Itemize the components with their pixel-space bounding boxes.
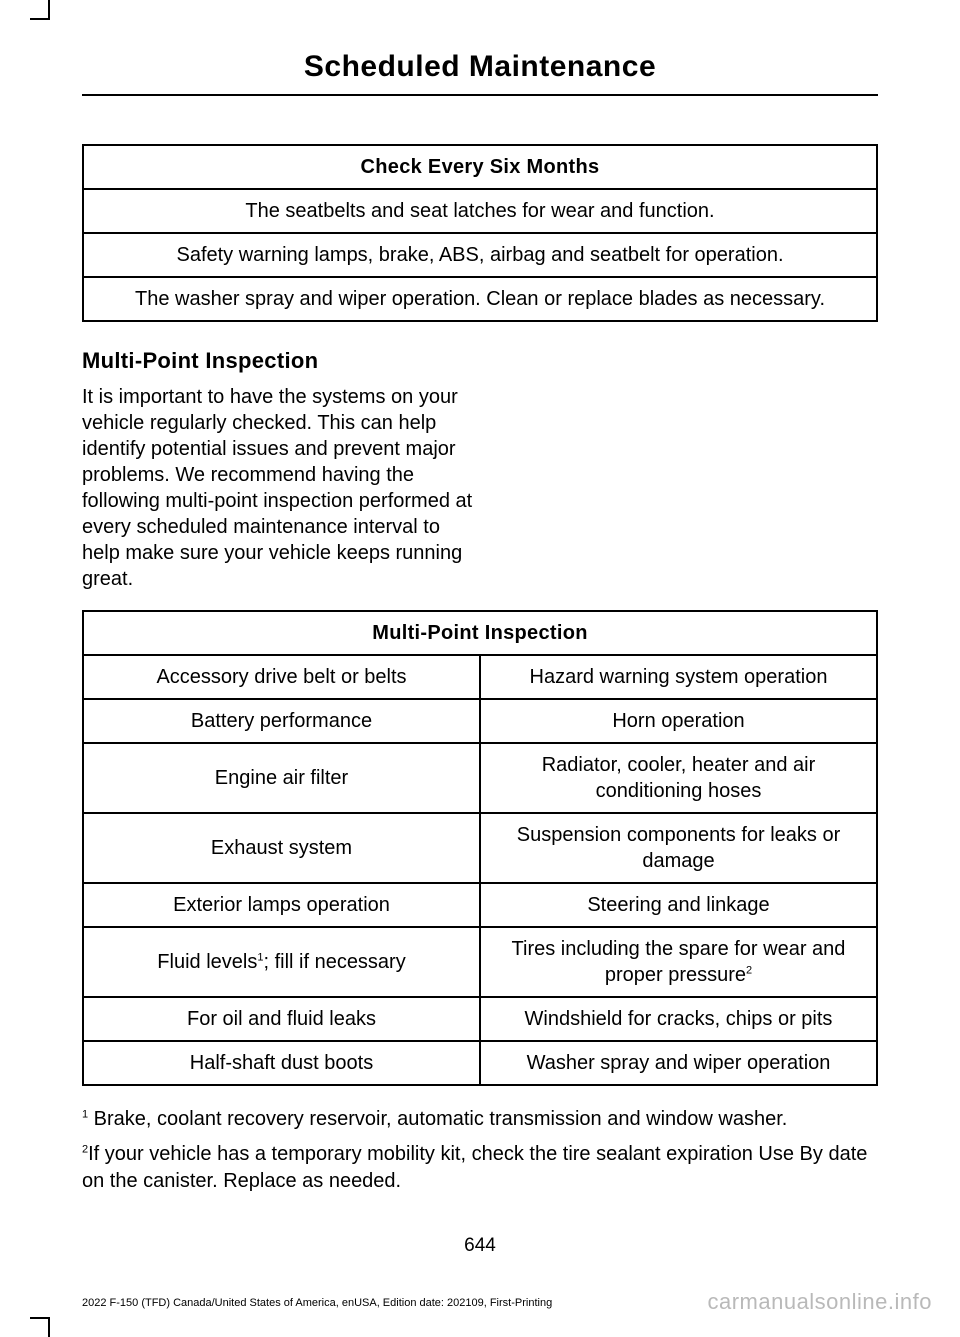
footnote-2: 2If your vehicle has a temporary mobilit… <box>82 1141 878 1195</box>
table-cell: Fluid levels1; fill if necessary <box>83 927 480 997</box>
page-number: 644 <box>0 1235 960 1257</box>
check-six-months-table: Check Every Six Months The seatbelts and… <box>82 144 878 322</box>
table-cell: For oil and fluid leaks <box>83 997 480 1041</box>
table-cell: Hazard warning system operation <box>480 655 877 699</box>
table-cell: Suspension components for leaks or damag… <box>480 813 877 883</box>
page-content: Scheduled Maintenance Check Every Six Mo… <box>0 0 960 1243</box>
footnote-1: 1 Brake, coolant recovery reservoir, aut… <box>82 1106 878 1133</box>
table-header: Check Every Six Months <box>83 145 877 189</box>
table-cell: Steering and linkage <box>480 883 877 927</box>
crop-mark <box>30 1317 50 1337</box>
page-title: Scheduled Maintenance <box>82 50 878 94</box>
watermark: carmanualsonline.info <box>707 1289 932 1315</box>
crop-mark <box>30 0 50 20</box>
cell-text: Fluid levels <box>157 951 257 973</box>
table-cell: Radiator, cooler, heater and air conditi… <box>480 743 877 813</box>
table-row: Safety warning lamps, brake, ABS, airbag… <box>83 233 877 277</box>
table-cell: Washer spray and wiper operation <box>480 1041 877 1085</box>
table-cell: Battery performance <box>83 699 480 743</box>
footnote-text: If your vehicle has a temporary mobility… <box>82 1143 867 1192</box>
edition-line: 2022 F-150 (TFD) Canada/United States of… <box>82 1297 552 1309</box>
table-header: Multi-Point Inspection <box>83 611 877 655</box>
table-cell: Engine air filter <box>83 743 480 813</box>
cell-text: ; fill if necessary <box>263 951 405 973</box>
section-body: It is important to have the systems on y… <box>82 384 480 592</box>
table-row: The seatbelts and seat latches for wear … <box>83 189 877 233</box>
table-cell: Exterior lamps operation <box>83 883 480 927</box>
table-row: The washer spray and wiper operation. Cl… <box>83 277 877 321</box>
table-cell: Horn operation <box>480 699 877 743</box>
table-cell: Exhaust system <box>83 813 480 883</box>
table-cell: Windshield for cracks, chips or pits <box>480 997 877 1041</box>
table-cell: Accessory drive belt or belts <box>83 655 480 699</box>
footnote-text: Brake, coolant recovery reservoir, autom… <box>88 1108 787 1130</box>
section-heading: Multi-Point Inspection <box>82 348 878 374</box>
table-cell: Half-shaft dust boots <box>83 1041 480 1085</box>
table-cell: Tires including the spare for wear and p… <box>480 927 877 997</box>
cell-text: Tires including the spare for wear and p… <box>512 938 846 986</box>
footnote-ref: 2 <box>746 964 752 976</box>
title-rule <box>82 94 878 96</box>
multi-point-inspection-table: Multi-Point Inspection Accessory drive b… <box>82 610 878 1086</box>
